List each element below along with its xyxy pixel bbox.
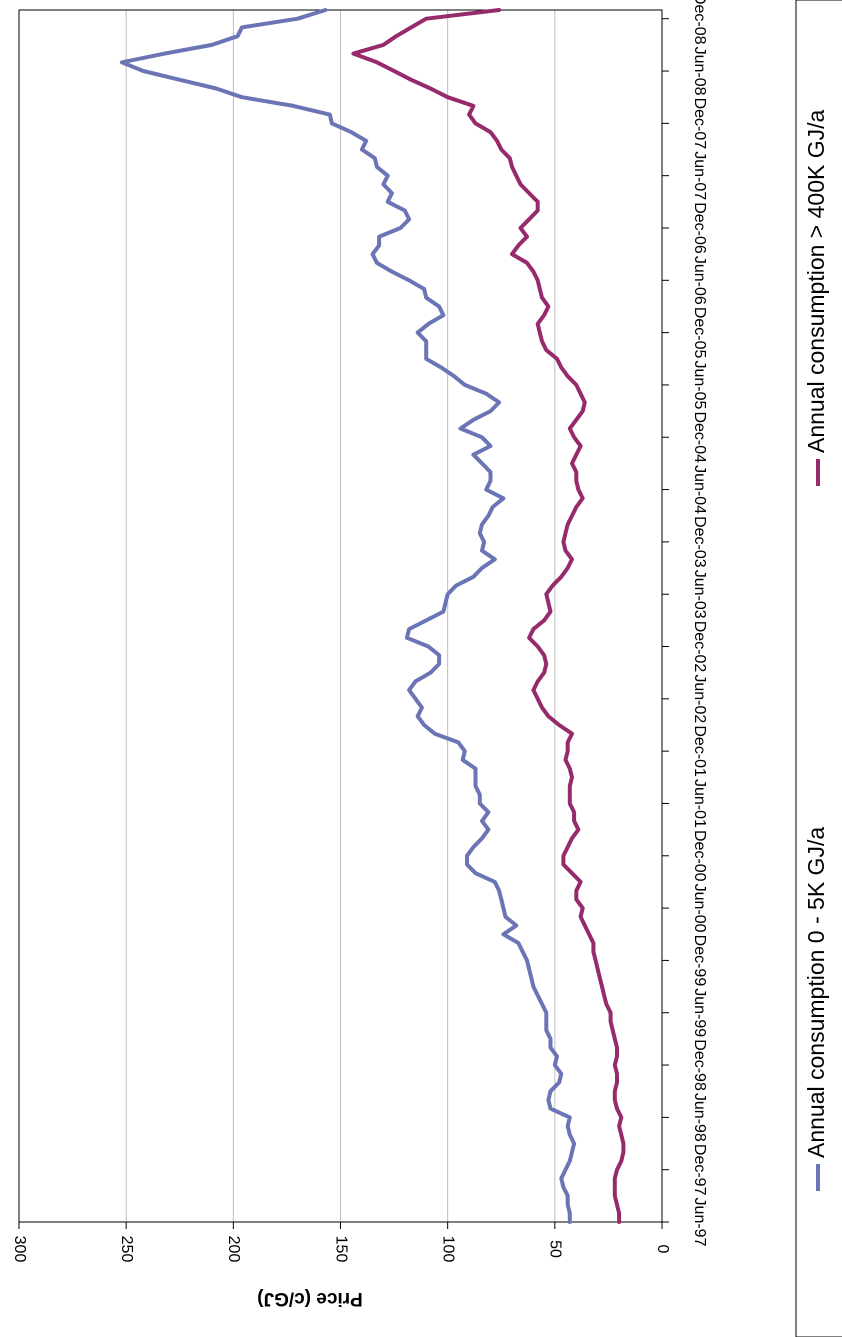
x-tick-label: Jun-02 bbox=[691, 674, 708, 723]
x-tick-label: Jun-98 bbox=[691, 1093, 708, 1142]
x-tick-label: Dec-07 bbox=[691, 98, 708, 150]
x-tick-label: Dec-97 bbox=[691, 1144, 708, 1196]
x-tick-label: Jun-07 bbox=[691, 151, 708, 200]
x-tick-label: Jun-03 bbox=[691, 570, 708, 619]
x-tick-label: Jun-00 bbox=[691, 884, 708, 933]
x-tick-label: Dec-04 bbox=[691, 411, 708, 463]
series-line-1 bbox=[119, 8, 577, 1224]
y-tick-label: 300 bbox=[11, 1236, 28, 1263]
x-tick-label: Jun-06 bbox=[691, 256, 708, 305]
legend-label-1: Annual consumption 0 - 5K GJ/a bbox=[803, 827, 829, 1158]
y-tick-label: 200 bbox=[225, 1236, 242, 1263]
x-tick-label: Dec-01 bbox=[691, 725, 708, 777]
y-tick-label: 50 bbox=[547, 1240, 564, 1258]
x-tick-label: Jun-01 bbox=[691, 779, 708, 828]
y-axis: 0 50 100 150 200 250 300 bbox=[11, 1222, 671, 1262]
y-tick-label: 150 bbox=[332, 1236, 349, 1263]
x-tick-label: Dec-05 bbox=[691, 307, 708, 359]
x-tick-label: Jun-08 bbox=[691, 47, 708, 96]
x-tick-label: Dec-03 bbox=[691, 516, 708, 568]
x-tick-label: Dec-02 bbox=[691, 621, 708, 673]
series-line-2 bbox=[351, 8, 626, 1224]
x-tick-label: Jun-97 bbox=[691, 1198, 708, 1247]
x-tick-label: Jun-99 bbox=[691, 988, 708, 1037]
y-tick-label: 250 bbox=[118, 1236, 135, 1263]
legend: Annual consumption 0 - 5K GJ/a Annual con… bbox=[803, 109, 829, 1191]
series-lines bbox=[119, 8, 626, 1224]
y-tick-label: 100 bbox=[439, 1236, 456, 1263]
x-tick-label: Jun-05 bbox=[691, 360, 708, 409]
x-tick-label: Dec-00 bbox=[691, 830, 708, 882]
x-tick-label: Dec-06 bbox=[691, 202, 708, 254]
legend-label-2: Annual consumption > 400K GJ/a bbox=[803, 109, 829, 453]
y-tick-label: 0 bbox=[654, 1245, 671, 1254]
x-tick-label: Dec-98 bbox=[691, 1039, 708, 1091]
x-tick-label: Jun-04 bbox=[691, 465, 708, 514]
x-tick-label: Dec-08 bbox=[691, 0, 708, 45]
legend-box bbox=[795, 0, 842, 1337]
x-tick-label: Dec-99 bbox=[691, 935, 708, 987]
y-axis-title: Price (c/GJ) bbox=[257, 1288, 363, 1309]
gridlines bbox=[125, 10, 556, 1222]
